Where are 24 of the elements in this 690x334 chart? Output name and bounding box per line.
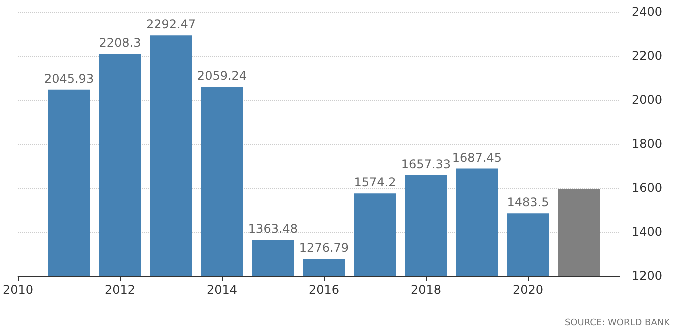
- x-tick-label: 2012: [104, 283, 136, 297]
- data-label: 2208.3: [99, 36, 142, 50]
- data-label: 2045.93: [44, 72, 94, 86]
- y-tick-label: 2400: [632, 5, 663, 19]
- x-tick-label: 2018: [410, 283, 442, 297]
- y-tick-label: 1800: [632, 137, 663, 151]
- y-tick-label: 2000: [632, 93, 663, 107]
- y-tick-label: 1200: [632, 269, 663, 283]
- y-tick-label: 1400: [632, 225, 663, 239]
- source-note: SOURCE: WORLD BANK: [564, 318, 672, 328]
- y-tick-label: 1600: [632, 181, 663, 195]
- data-label: 2059.24: [197, 68, 248, 83]
- x-tick-label: 2020: [512, 283, 544, 297]
- data-label: 1657.33: [401, 157, 452, 172]
- data-label: 2292.47: [146, 18, 196, 32]
- data-label: 1483.5: [507, 196, 550, 210]
- x-tick-label: 2010: [2, 283, 34, 297]
- data-label: 1574.2: [354, 176, 396, 190]
- y-tick-label: 2200: [632, 49, 663, 63]
- data-label: 1363.48: [248, 222, 298, 236]
- x-tick-label: 2016: [308, 283, 340, 297]
- data-label: 1687.45: [452, 150, 502, 165]
- x-tick-label: 2014: [206, 283, 238, 297]
- data-label: 1276.79: [299, 241, 350, 256]
